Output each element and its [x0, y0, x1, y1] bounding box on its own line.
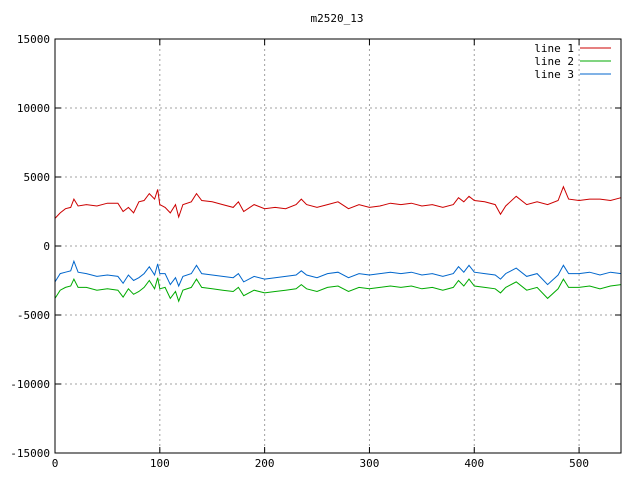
chart-title: m2520_13 — [311, 12, 364, 25]
y-tick-label: -10000 — [10, 378, 50, 391]
y-tick-label: -5000 — [17, 309, 50, 322]
y-tick-label: 5000 — [24, 171, 51, 184]
grid — [55, 39, 621, 453]
legend-label: line 3 — [534, 68, 574, 81]
y-tick-label: 15000 — [17, 33, 50, 46]
x-tick-label: 100 — [150, 457, 170, 470]
x-tick-label: 0 — [52, 457, 59, 470]
series-line-2 — [54, 277, 622, 303]
x-tick-label: 200 — [255, 457, 275, 470]
x-tick-label: 300 — [360, 457, 380, 470]
legend-label: line 1 — [534, 42, 574, 55]
series-layer — [54, 185, 622, 303]
y-tick-label: 10000 — [17, 102, 50, 115]
x-tick-label: 400 — [464, 457, 484, 470]
x-tick-label: 500 — [569, 457, 589, 470]
legend-label: line 2 — [534, 55, 574, 68]
axis-ticks: 0 100 200 300 400 500 -15000 -10000 -5000 0 5000 10… — [10, 33, 621, 470]
series-line-1 — [54, 185, 622, 219]
series-line-3 — [54, 259, 622, 288]
y-tick-label: -15000 — [10, 447, 50, 460]
y-tick-label: 0 — [43, 240, 50, 253]
